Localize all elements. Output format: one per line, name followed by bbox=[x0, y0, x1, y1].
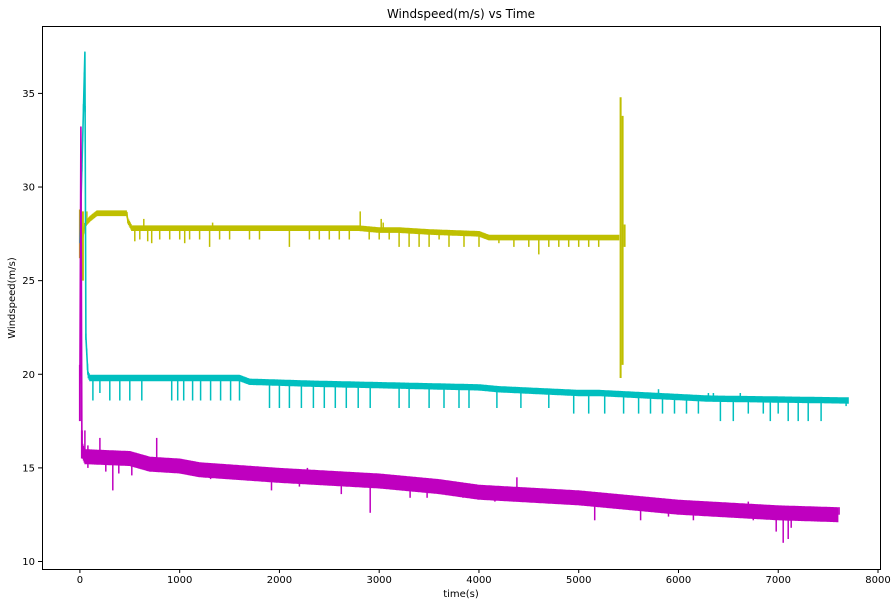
x-tick-label: 4000 bbox=[466, 575, 491, 586]
x-tick-label: 6000 bbox=[666, 575, 691, 586]
y-tick-label: 35 bbox=[22, 89, 35, 100]
y-axis-ticks: 10 15 20 25 30 35 bbox=[22, 89, 42, 568]
x-tick-label: 2000 bbox=[267, 575, 292, 586]
x-tick-label: 1000 bbox=[167, 575, 192, 586]
x-tick-label: 8000 bbox=[865, 575, 890, 586]
plot-frame bbox=[42, 26, 881, 570]
x-tick-label: 0 bbox=[77, 575, 83, 586]
series-0 bbox=[78, 97, 626, 378]
y-tick-label: 20 bbox=[22, 370, 35, 381]
x-axis-ticks: 0 1000 2000 3000 4000 5000 6000 7000 8000 bbox=[77, 569, 891, 586]
series-layer bbox=[78, 51, 849, 543]
x-tick-label: 5000 bbox=[566, 575, 591, 586]
y-tick-label: 10 bbox=[22, 557, 35, 568]
y-tick-label: 30 bbox=[22, 183, 35, 194]
x-tick-label: 7000 bbox=[766, 575, 791, 586]
y-tick-label: 25 bbox=[22, 276, 35, 287]
x-axis-label: time(s) bbox=[443, 589, 479, 600]
chart-title: Windspeed(m/s) vs Time bbox=[387, 7, 535, 21]
x-tick-label: 3000 bbox=[366, 575, 391, 586]
y-tick-label: 15 bbox=[22, 463, 35, 474]
series-2 bbox=[78, 126, 840, 543]
plot-background bbox=[42, 26, 881, 570]
y-axis-label: Windspeed(m/s) bbox=[7, 257, 18, 339]
